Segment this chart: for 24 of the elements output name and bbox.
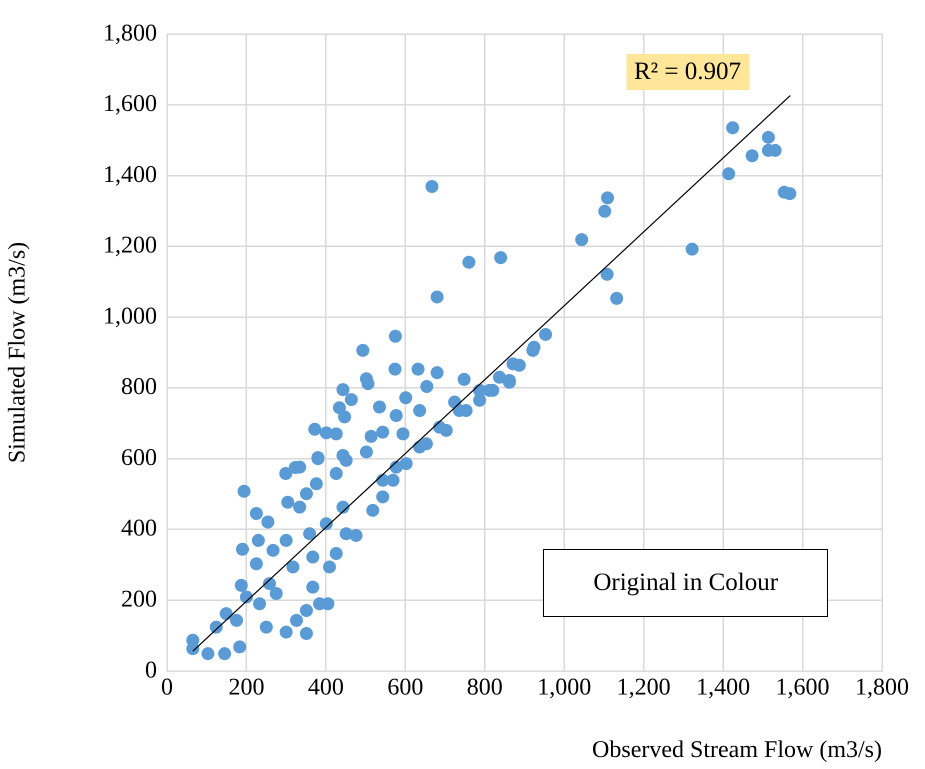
x-tick-label: 1,600 [776,674,830,701]
y-tick-label: 600 [121,444,157,471]
y-axis-title: Simulated Flow (m3/s) [4,242,31,464]
x-tick-label: 1,400 [696,674,750,701]
x-tick-label: 600 [387,674,424,701]
x-axis-title: Observed Stream Flow (m3/s) [592,736,882,763]
y-tick-label: 1,000 [103,303,157,330]
y-tick-label: 1,200 [103,232,157,259]
annotation: R² = 0.907 [626,54,750,90]
y-tick-label: 0 [145,657,157,684]
x-tick-label: 800 [466,674,503,701]
y-tick-label: 1,400 [103,162,157,188]
y-tick-label: 400 [121,516,157,542]
x-tick-label: 1,800 [855,674,909,701]
x-tick-label: 200 [228,674,264,701]
x-tick-label: 0 [161,674,173,701]
y-tick-label: 200 [121,586,157,613]
framed-note-box: Original in Colour [543,548,828,617]
y-tick-label: 1,600 [103,91,157,118]
y-tick-label: 1,800 [103,20,157,46]
x-tick-label: 1,000 [537,674,592,701]
x-tick-label: 400 [308,674,344,701]
y-tick-label: 800 [121,374,157,400]
x-tick-label: 1,200 [616,674,671,701]
